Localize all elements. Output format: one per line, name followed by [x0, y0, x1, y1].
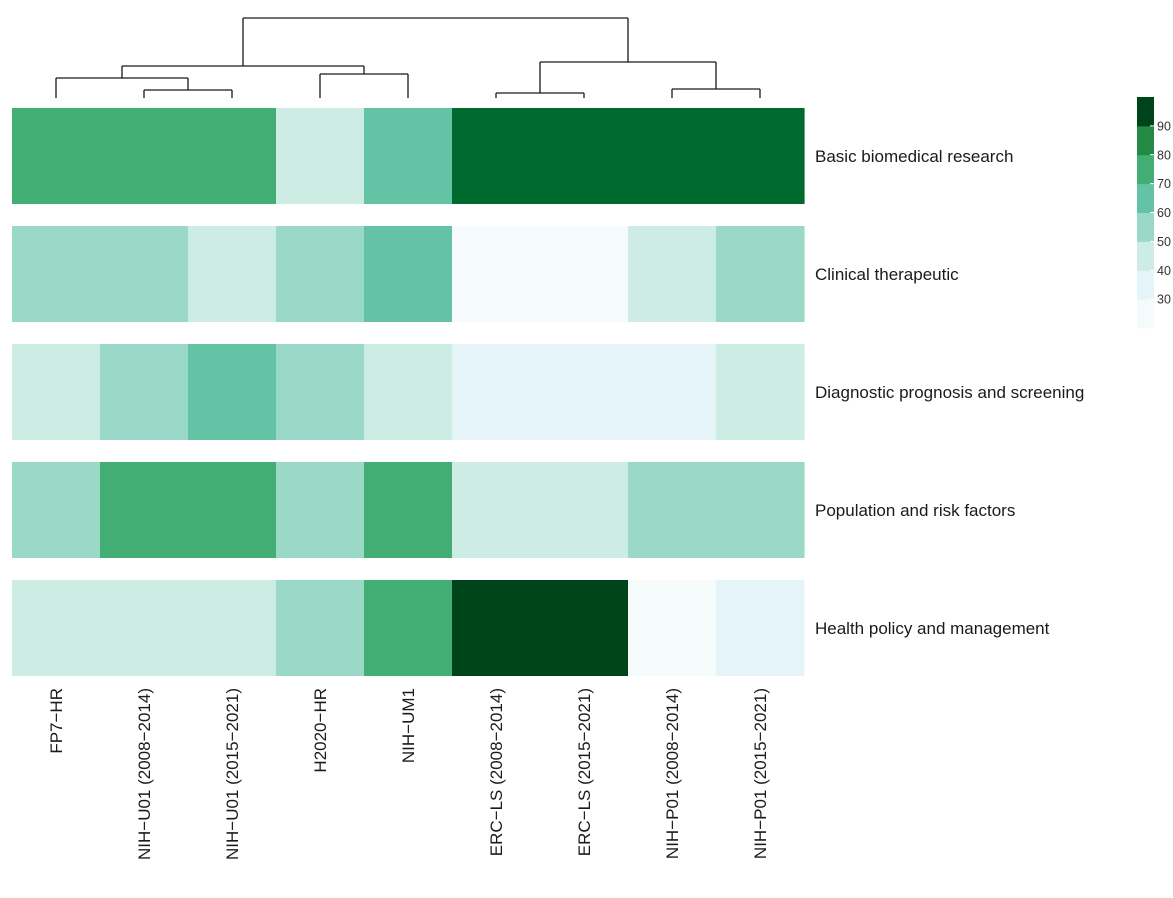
legend-swatch: [1137, 270, 1154, 300]
heatmap-cell: [628, 580, 717, 676]
heatmap-cell: [716, 226, 805, 322]
heatmap-cell: [188, 462, 277, 558]
heatmap-cell: [540, 462, 629, 558]
legend-swatch: [1137, 183, 1154, 213]
heatmap-cell: [276, 462, 365, 558]
heatmap-cell: [628, 226, 717, 322]
heatmap-cell: [452, 226, 541, 322]
heatmap-cell: [364, 108, 453, 204]
heatmap-cell: [188, 108, 277, 204]
row-label: Health policy and management: [815, 619, 1050, 638]
heatmap-cell: [12, 580, 101, 676]
heatmap-cell: [628, 344, 717, 440]
heatmap-cell: [100, 462, 189, 558]
heatmap-cell: [100, 108, 189, 204]
legend-swatch: [1137, 125, 1154, 156]
heatmap-cell: [540, 344, 629, 440]
heatmap-cell: [188, 344, 277, 440]
legend-tick-label: 30: [1157, 293, 1171, 307]
column-label: NIH−U01 (2008−2014): [135, 688, 154, 860]
heatmap-cell: [364, 462, 453, 558]
legend-swatch: [1137, 154, 1154, 185]
legend-tick-label: 70: [1157, 177, 1171, 191]
column-label: FP7−HR: [47, 688, 66, 754]
heatmap-cell: [12, 226, 101, 322]
heatmap-cell: [452, 108, 541, 204]
legend-tick-label: 90: [1157, 119, 1171, 133]
heatmap-cell: [716, 462, 805, 558]
row-label: Diagnostic prognosis and screening: [815, 383, 1084, 402]
legend-tick-label: 60: [1157, 206, 1171, 220]
heatmap-cell: [276, 226, 365, 322]
column-label: NIH−UM1: [399, 688, 418, 763]
legend-tick-label: 40: [1157, 264, 1171, 278]
heatmap-cell: [540, 580, 629, 676]
heatmap-cell: [452, 580, 541, 676]
column-labels: FP7−HR NIH−U01 (2008−2014) NIH−U01 (2015−2…: [47, 688, 770, 860]
row-label: Population and risk factors: [815, 501, 1015, 520]
legend-swatch: [1137, 212, 1154, 242]
column-label: H2020−HR: [311, 688, 330, 773]
heatmap-cell: [12, 462, 101, 558]
row-labels: Basic biomedical research Clinical therap…: [815, 147, 1084, 638]
heatmap-cell: [100, 344, 189, 440]
heatmap-cell: [540, 226, 629, 322]
heatmap-cell: [628, 462, 717, 558]
row-label: Clinical therapeutic: [815, 265, 959, 284]
heatmap-cell: [716, 580, 805, 676]
heatmap-cell: [716, 344, 805, 440]
heatmap-cell: [364, 226, 453, 322]
heatmap-cell: [188, 580, 277, 676]
column-label: NIH−P01 (2015−2021): [751, 688, 770, 859]
heatmap-cell: [276, 108, 365, 204]
legend-swatch: [1137, 241, 1154, 271]
heatmap-cell: [12, 108, 101, 204]
legend-tick-label: 80: [1157, 148, 1171, 162]
heatmap-cell: [540, 108, 629, 204]
column-label: NIH−P01 (2008−2014): [663, 688, 682, 859]
heatmap-cell: [452, 462, 541, 558]
heatmap-cell: [628, 108, 717, 204]
color-legend: 30 40 50 60 70 80 90: [1137, 97, 1171, 329]
column-label: NIH−U01 (2015−2021): [223, 688, 242, 860]
heatmap-cell: [12, 344, 101, 440]
row-label: Basic biomedical research: [815, 147, 1013, 166]
legend-swatch: [1137, 97, 1154, 127]
heatmap-cell: [188, 226, 277, 322]
heatmap-cell: [716, 108, 805, 204]
column-label: ERC−LS (2015−2021): [575, 688, 594, 856]
heatmap-cell: [452, 344, 541, 440]
heatmap-cells: [12, 108, 805, 676]
heatmap-cell: [100, 580, 189, 676]
heatmap-cell: [276, 344, 365, 440]
heatmap-cell: [276, 580, 365, 676]
legend-tick-label: 50: [1157, 235, 1171, 249]
legend-swatch: [1137, 299, 1154, 329]
heatmap-cell: [100, 226, 189, 322]
heatmap-cell: [364, 580, 453, 676]
column-dendrogram: [55, 17, 761, 98]
column-label: ERC−LS (2008−2014): [487, 688, 506, 856]
heatmap-cell: [364, 344, 453, 440]
